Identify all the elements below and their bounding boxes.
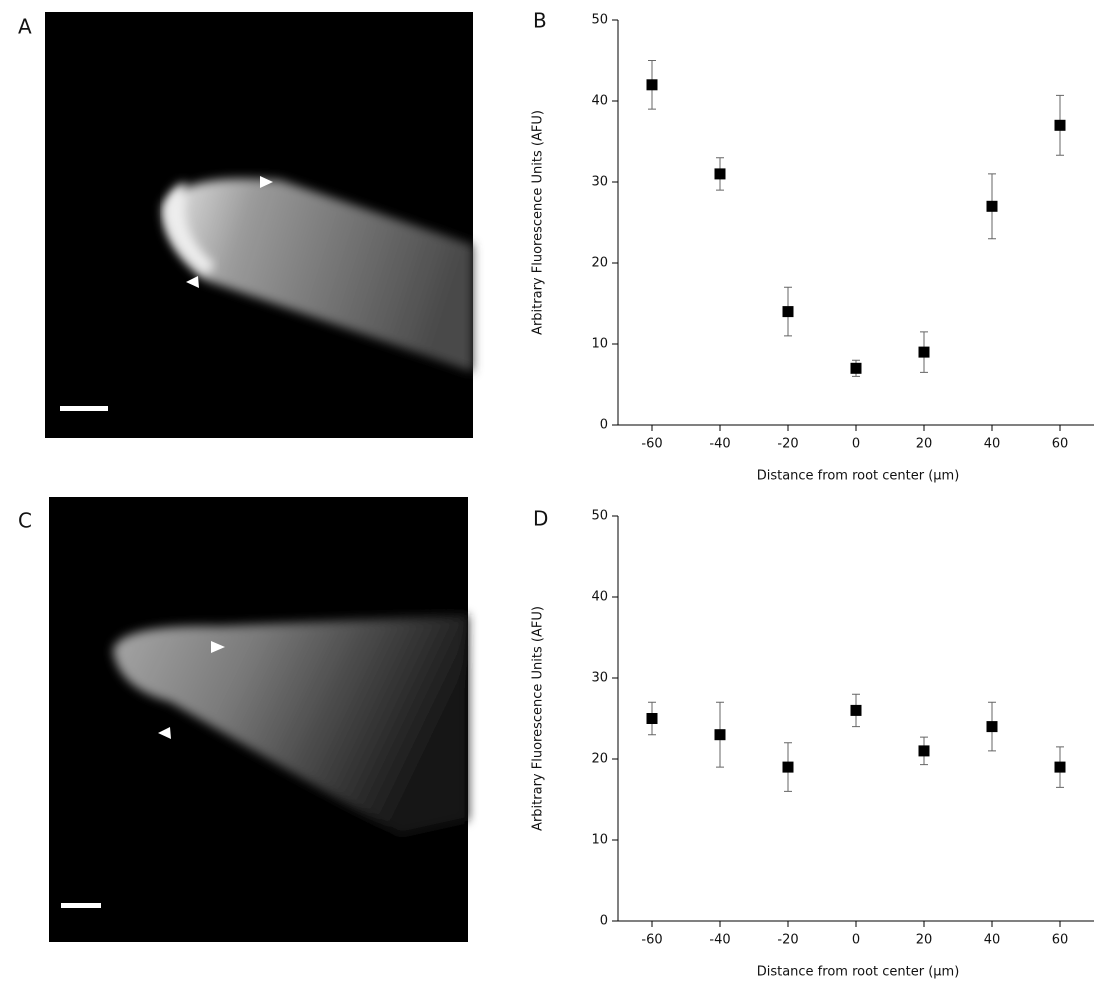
y-axis-label: Arbitrary Fluorescence Units (AFU): [531, 110, 546, 335]
y-tick-label: 50: [591, 509, 608, 524]
point: [646, 79, 658, 91]
point: [714, 729, 726, 741]
y-tick-label: 20: [591, 752, 608, 767]
x-tick-label: 40: [984, 437, 1001, 452]
x-tick-label: 40: [984, 933, 1001, 948]
y-tick-label: 10: [591, 833, 608, 848]
x-tick-label: -40: [709, 437, 730, 452]
y-tick-label: 40: [591, 94, 608, 109]
panel-label: B: [533, 9, 547, 33]
point: [714, 168, 726, 180]
point: [850, 362, 862, 374]
point: [1054, 761, 1066, 773]
x-tick-label: 20: [916, 933, 933, 948]
y-tick-label: 0: [600, 914, 608, 929]
panel-label: A: [18, 15, 32, 39]
y-tick-label: 30: [591, 671, 608, 686]
point: [918, 745, 930, 757]
x-tick-label: 60: [1052, 437, 1069, 452]
x-tick-label: -60: [641, 437, 662, 452]
point: [782, 761, 794, 773]
point: [1054, 119, 1066, 131]
point: [986, 200, 998, 212]
point: [646, 713, 658, 724]
x-tick-label: 60: [1052, 933, 1069, 948]
x-axis-label: Distance from root center (μm): [757, 965, 960, 980]
y-tick-label: 30: [591, 175, 608, 190]
x-tick-label: 0: [852, 933, 860, 948]
x-tick-label: -20: [777, 933, 798, 948]
y-tick-label: 10: [591, 337, 608, 352]
x-axis-label: Distance from root center (μm): [757, 469, 960, 484]
panel-label: D: [533, 507, 548, 531]
x-tick-label: -40: [709, 933, 730, 948]
micrograph: [49, 497, 468, 942]
x-tick-label: 20: [916, 437, 933, 452]
x-tick-label: 0: [852, 437, 860, 452]
point: [850, 704, 862, 716]
y-tick-label: 20: [591, 256, 608, 271]
micrograph: [45, 12, 473, 438]
x-tick-label: -60: [641, 933, 662, 948]
x-tick-label: -20: [777, 437, 798, 452]
point: [782, 306, 794, 318]
y-tick-label: 0: [600, 418, 608, 433]
y-tick-label: 50: [591, 13, 608, 28]
y-axis-label: Arbitrary Fluorescence Units (AFU): [531, 606, 546, 831]
y-tick-label: 40: [591, 590, 608, 605]
panel-label: C: [18, 509, 32, 533]
point: [986, 721, 998, 733]
point: [918, 346, 930, 358]
